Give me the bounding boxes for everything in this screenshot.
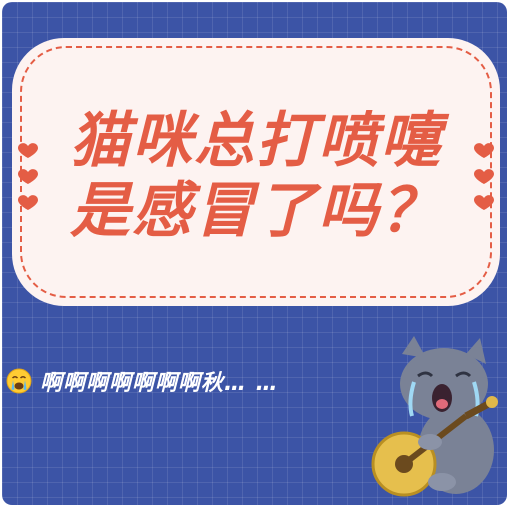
title-line-1: 猫咪总打喷嚏 xyxy=(70,106,442,176)
heart-icon xyxy=(18,169,38,184)
crying-cat-with-guitar-icon xyxy=(371,336,498,497)
caption-text: 啊啊啊啊啊啊啊秋… … xyxy=(40,371,279,396)
heart-icon xyxy=(18,195,38,210)
crying-face-icon xyxy=(6,368,32,394)
heart-icon xyxy=(474,169,494,184)
heart-icon xyxy=(474,195,494,210)
title-line-2: 是感冒了吗？ xyxy=(70,176,442,246)
heart-icon xyxy=(474,143,494,158)
caption-row: 啊啊啊啊啊啊啊秋… … xyxy=(6,364,279,398)
heart-icon xyxy=(18,143,38,158)
title-card: 猫咪总打喷嚏 是感冒了吗？ xyxy=(12,38,500,306)
heart-decorations xyxy=(18,143,494,210)
